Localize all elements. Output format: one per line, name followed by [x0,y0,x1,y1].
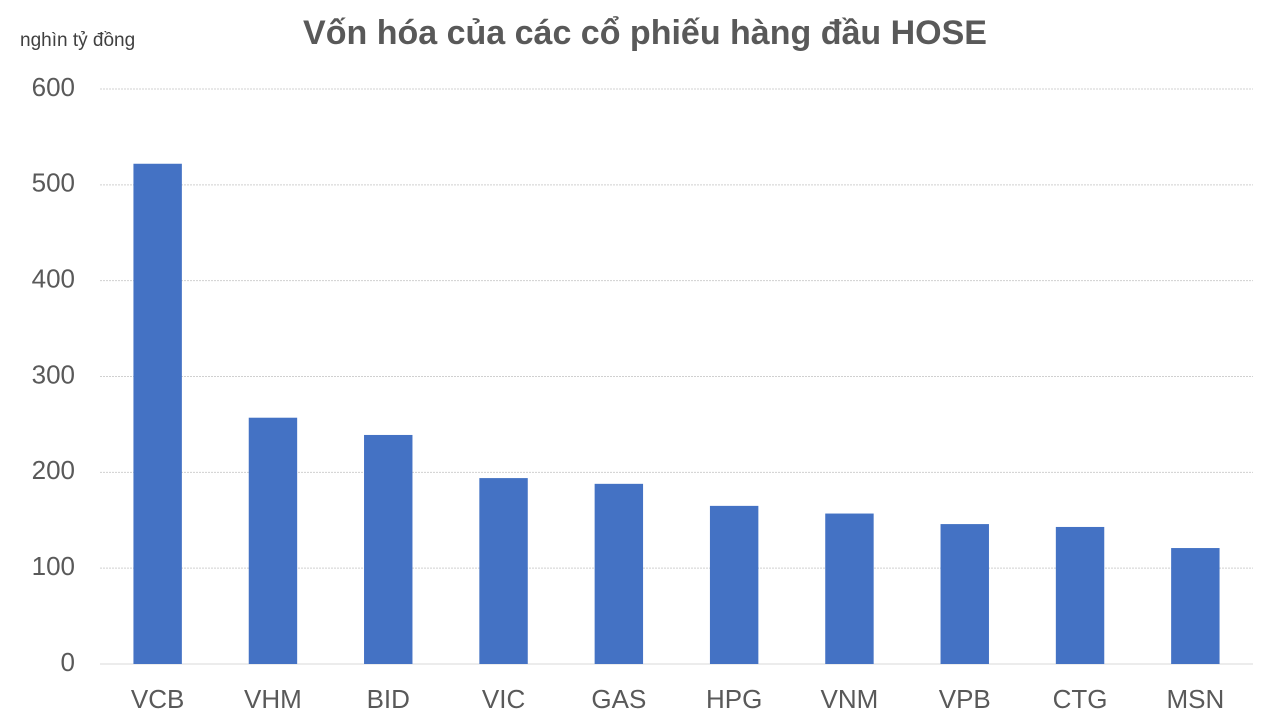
bar [825,513,874,664]
x-tick-label: VPB [939,684,991,714]
chart-title: Vốn hóa của các cổ phiếu hàng đầu HOSE [303,14,987,52]
x-tick-label: VNM [821,684,879,714]
x-tick-label: VIC [482,684,525,714]
y-tick-label: 600 [32,72,75,102]
x-tick-label: MSN [1166,684,1224,714]
bar [1171,548,1220,664]
x-tick-label: HPG [706,684,762,714]
bar [709,505,759,664]
x-tick-label: BID [367,684,410,714]
y-tick-label: 500 [32,168,75,198]
y-axis-label: nghìn tỷ đồng [20,30,135,51]
bar [248,417,298,664]
y-tick-label: 0 [61,647,75,677]
y-tick-label: 400 [32,264,75,294]
x-tick-label: GAS [591,684,646,714]
bar [133,163,182,664]
bar [594,483,644,664]
x-tick-label: VHM [244,684,302,714]
y-tick-label: 100 [32,551,75,581]
bar [1055,526,1105,664]
bar [940,524,989,664]
y-tick-label: 200 [32,455,75,485]
x-tick-label: VCB [131,684,184,714]
bar [479,478,528,664]
x-tick-label: CTG [1053,684,1108,714]
y-tick-label: 300 [32,359,75,389]
bar [364,434,413,664]
